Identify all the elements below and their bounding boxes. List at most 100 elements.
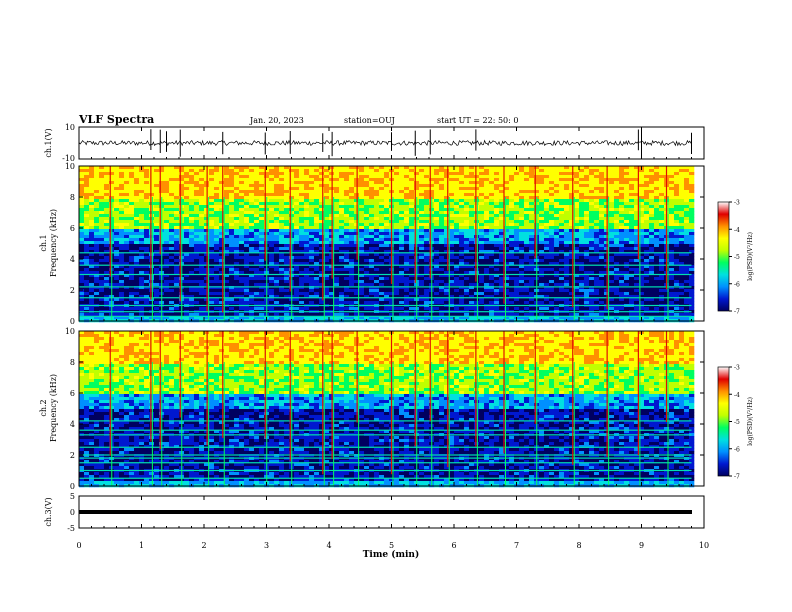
spectrogram-cell (464, 172, 470, 176)
spectrogram-cell (334, 184, 340, 188)
spectrogram-cell (129, 262, 135, 266)
spectrogram-cell (84, 190, 90, 194)
spectrogram-cell (499, 166, 505, 170)
spectrogram-cell (394, 241, 400, 245)
spectrogram-cell (324, 172, 330, 176)
spectrogram-cell (254, 301, 260, 305)
spectrogram-cell (154, 208, 160, 212)
spectrogram-cell (144, 298, 150, 302)
spectrogram-cell (309, 280, 315, 284)
spectrogram-cell (384, 283, 390, 287)
spectrogram-cell (469, 286, 475, 290)
spectrogram-cell (314, 184, 320, 188)
spectrogram-cell (344, 199, 350, 203)
spectrogram-cell (509, 223, 515, 227)
spectrogram-cell (274, 190, 280, 194)
spectrogram-cell (439, 208, 445, 212)
spectrogram-cell (479, 202, 485, 206)
spectrogram-cell (554, 190, 560, 194)
spectrogram-cell (149, 238, 155, 242)
spectrogram-cell (379, 241, 385, 245)
spectrogram-cell (444, 181, 450, 185)
spectrogram-cell (419, 244, 425, 248)
spectrogram-cell (169, 196, 175, 200)
spectrogram-cell (244, 256, 250, 260)
spectrogram-cell (469, 250, 475, 254)
spectrogram-cell (234, 298, 240, 302)
date-label: Jan. 20, 2023 (249, 116, 304, 125)
spectrogram-cell (319, 241, 325, 245)
spectrogram-cell (134, 193, 140, 197)
spectrogram-cell (314, 202, 320, 206)
spectrogram-cell (79, 259, 85, 263)
spectrogram-cell (409, 283, 415, 287)
spectrogram-cell (229, 217, 235, 221)
spectrogram-cell (479, 280, 485, 284)
spectrogram-cell (434, 199, 440, 203)
spectrogram-cell (244, 223, 250, 227)
spectrogram-cell (189, 226, 195, 230)
spectrogram-cell (464, 244, 470, 248)
spectrogram-cell (169, 232, 175, 236)
spectrogram-cell (444, 193, 450, 197)
spectrogram-cell (524, 316, 530, 320)
spectrogram-cell (519, 196, 525, 200)
spectrogram-cell (499, 190, 505, 194)
spectrogram-cell (264, 169, 270, 173)
spectrogram-cell (174, 238, 180, 242)
spectrogram-cell (309, 316, 315, 320)
spectrogram-cell (239, 202, 245, 206)
spectrogram-cell (424, 217, 430, 221)
spectrogram-cell (114, 313, 120, 317)
spectrogram-cell (194, 178, 200, 182)
spectrogram-cell (374, 295, 380, 299)
spectrogram-cell (274, 262, 280, 266)
spectrogram-cell (489, 208, 495, 212)
spectrogram-cell (134, 199, 140, 203)
spectrogram-cell (334, 247, 340, 251)
spectrogram-cell (84, 166, 90, 170)
spectrogram-cell (79, 307, 85, 311)
spectrogram-cell (364, 247, 370, 251)
spectrogram-cell (284, 244, 290, 248)
spectrogram-cell (494, 232, 500, 236)
spectrogram-cell (294, 316, 300, 320)
spectrogram-cell (444, 202, 450, 206)
spectrogram-cell (194, 280, 200, 284)
spectrogram-cell (294, 256, 300, 260)
spectrogram-cell (449, 289, 455, 293)
spectrogram-cell (499, 220, 505, 224)
spectrogram-cell (214, 169, 220, 173)
spectrogram-cell (364, 313, 370, 317)
spectrogram-cell (534, 190, 540, 194)
spectrogram-cell (444, 205, 450, 209)
spectrogram-cell (474, 295, 480, 299)
spectrogram-cell (379, 214, 385, 218)
spectrogram-cell (374, 199, 380, 203)
spectrogram-cell (189, 190, 195, 194)
spectrogram-cell (519, 172, 525, 176)
spectrogram-cell (494, 307, 500, 311)
spectrogram-cell (554, 178, 560, 182)
spectrogram-cell (379, 316, 385, 320)
spectrogram-cell (329, 298, 335, 302)
spectrogram-cell (209, 307, 215, 311)
spectrogram-cell (174, 223, 180, 227)
spectrogram-cell (489, 190, 495, 194)
spectrogram-cell (269, 316, 275, 320)
spectrogram-cell (144, 199, 150, 203)
spectrogram-cell (419, 217, 425, 221)
spectrogram-cell (239, 265, 245, 269)
spectrogram-cell (164, 211, 170, 215)
spectrogram-cell (189, 283, 195, 287)
spectrogram-cell (509, 187, 515, 191)
spectrogram-cell (469, 295, 475, 299)
spectrogram-cell (244, 247, 250, 251)
spectrogram-cell (464, 199, 470, 203)
spectrogram-cell (484, 280, 490, 284)
spectrogram-cell (244, 208, 250, 212)
spectrogram-cell (369, 208, 375, 212)
spectrogram-cell (474, 301, 480, 305)
spectrogram-cell (79, 169, 85, 173)
spectrogram-cell (324, 226, 330, 230)
